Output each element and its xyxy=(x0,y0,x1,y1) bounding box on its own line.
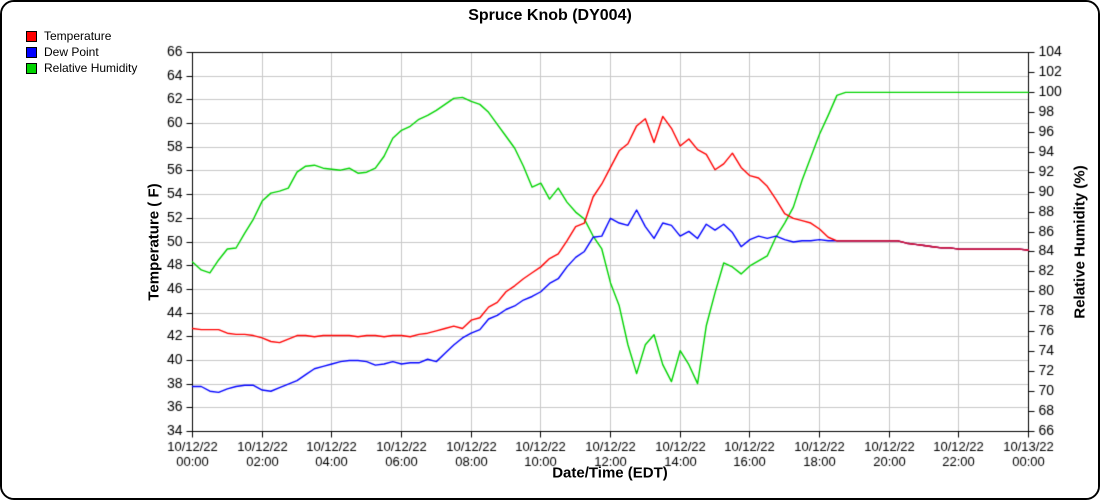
legend-label-temperature: Temperature xyxy=(44,29,112,43)
legend: Temperature Dew Point Relative Humidity xyxy=(26,28,137,76)
legend-item-temperature: Temperature xyxy=(26,28,137,44)
legend-label-relative-humidity: Relative Humidity xyxy=(44,61,138,75)
legend-label-dew-point: Dew Point xyxy=(44,45,99,59)
temperature-swatch-icon xyxy=(26,30,37,42)
x-axis-label: Date/Time (EDT) xyxy=(552,464,668,482)
relative-humidity-swatch-icon xyxy=(26,62,37,74)
y-axis-label-left: Temperature ( F) xyxy=(145,183,163,301)
legend-item-relative-humidity: Relative Humidity xyxy=(26,60,137,76)
chart-title: Spruce Knob (DY004) xyxy=(468,7,632,24)
legend-item-dew-point: Dew Point xyxy=(26,44,137,60)
dew-point-swatch-icon xyxy=(26,46,37,58)
y-axis-label-right: Relative Humidity (%) xyxy=(1071,165,1089,319)
